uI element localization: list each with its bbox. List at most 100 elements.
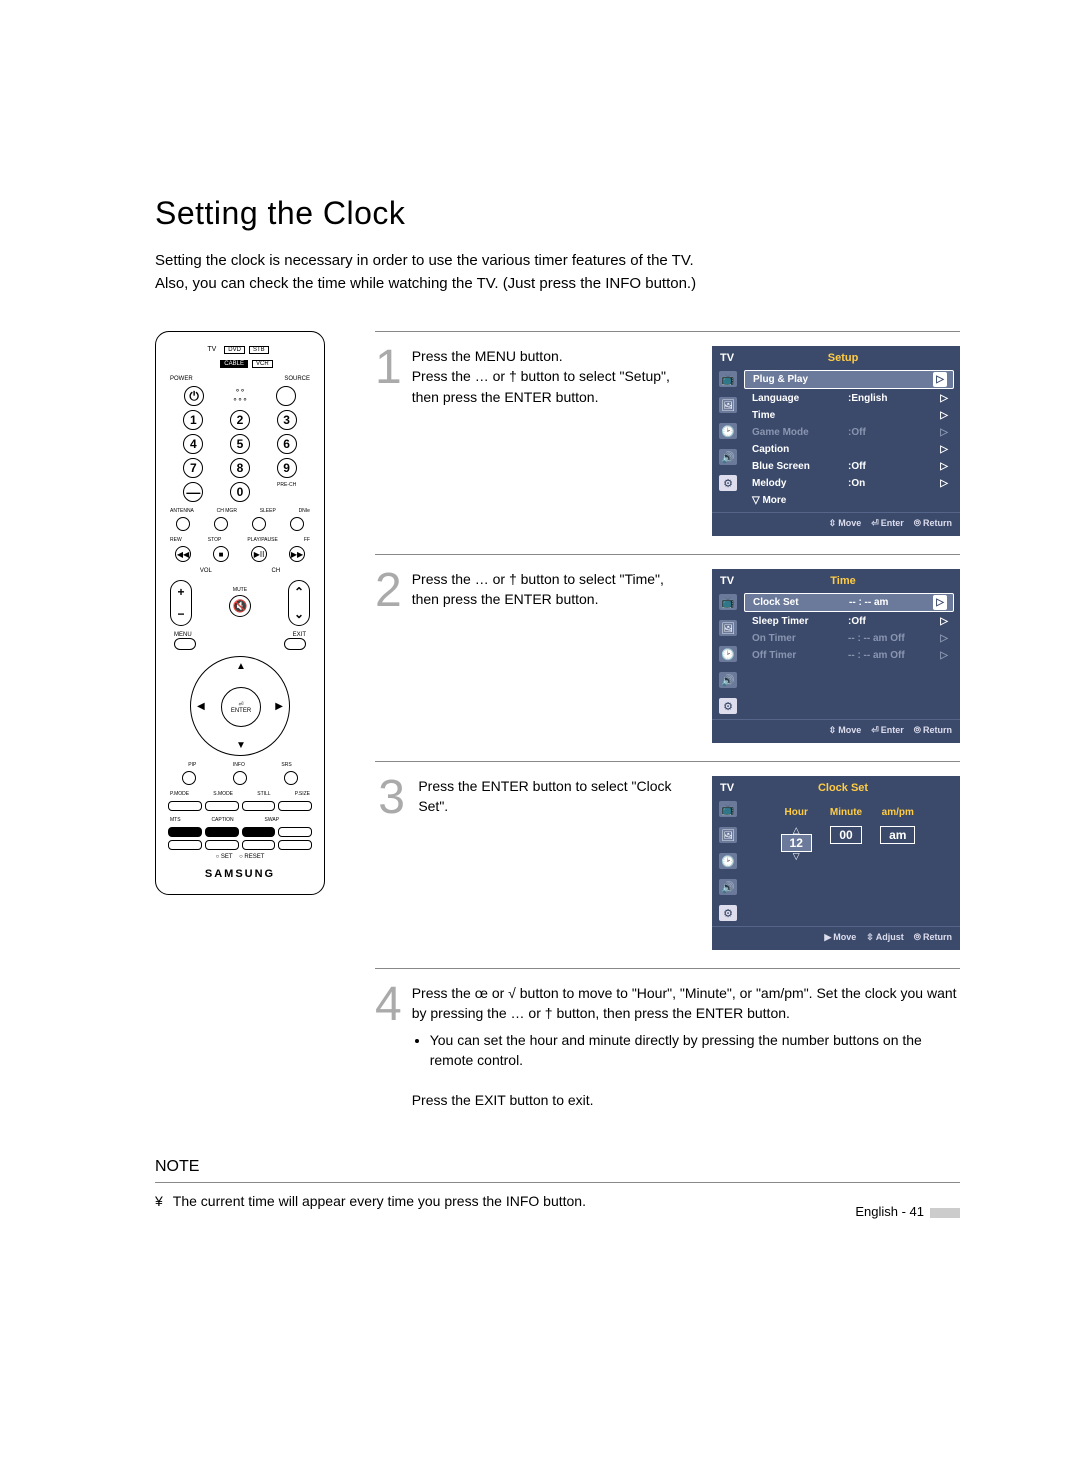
- vol-rocker[interactable]: +−: [170, 580, 192, 626]
- osd-row: Blue Screen :Off ▷: [744, 458, 954, 475]
- stop-button[interactable]: ■: [213, 546, 229, 562]
- rew-label: REW: [170, 537, 182, 543]
- osd-row-label: Blue Screen: [752, 459, 848, 474]
- osd-row-label: Time: [752, 408, 848, 423]
- caption-label: CAPTION: [211, 817, 233, 823]
- ff-label: FF: [304, 537, 310, 543]
- still-button[interactable]: [242, 801, 276, 811]
- note-body: ¥ The current time will appear every tim…: [155, 1182, 960, 1209]
- mts-button[interactable]: [168, 827, 202, 837]
- key-3[interactable]: 3: [277, 410, 297, 430]
- chup-button[interactable]: [278, 827, 312, 837]
- page-footer: English - 41: [855, 1204, 960, 1219]
- osd-tab-icon: ⚙: [719, 698, 737, 714]
- dev-vcr: VCR: [252, 360, 273, 368]
- key-4[interactable]: 4: [183, 434, 203, 454]
- key-6[interactable]: 6: [277, 434, 297, 454]
- enter-label: ENTER: [231, 708, 251, 714]
- remote-control: TV DVD STB CABLE VCR POWER SOURC: [155, 331, 325, 895]
- osd-row-label: Language: [752, 391, 848, 406]
- set-label: SET: [221, 854, 233, 860]
- osd-row-label: Clock Set: [753, 595, 849, 610]
- osd-tab-icon: 🖼: [719, 620, 737, 636]
- key-0[interactable]: 0: [230, 482, 250, 502]
- key-9[interactable]: 9: [277, 458, 297, 478]
- swap-button[interactable]: [242, 827, 276, 837]
- osd-tab-icon: 📺: [719, 594, 737, 610]
- step: 3 Press the ENTER button to select "Cloc…: [375, 761, 960, 968]
- osd-row-value: :Off: [848, 459, 934, 474]
- key-2[interactable]: 2: [230, 410, 250, 430]
- color3-button[interactable]: [242, 840, 276, 850]
- chdown-button[interactable]: [278, 840, 312, 850]
- clock-field: Minute 00: [830, 807, 862, 844]
- ch-rocker[interactable]: ⌃⌄: [288, 580, 310, 626]
- rew-button[interactable]: ◀◀: [175, 546, 191, 562]
- ff-button[interactable]: ▶▶: [289, 546, 305, 562]
- dev-cable: CABLE: [220, 360, 248, 368]
- ch-label: CH: [272, 568, 281, 574]
- osd-row-value: :English: [848, 391, 934, 406]
- chevron-right-icon: ▷: [934, 459, 948, 474]
- step-text: Press the … or † button to select "Time"…: [412, 569, 694, 610]
- osd-tab-icon: 🔊: [719, 449, 737, 465]
- info-button[interactable]: [233, 771, 247, 785]
- nav-ring[interactable]: ▲ ▼ ◀ ▶ ⏎ ENTER: [190, 656, 290, 756]
- chmgr-button[interactable]: [214, 517, 228, 531]
- chevron-right-icon: ▷: [934, 442, 948, 457]
- exit-button[interactable]: [284, 638, 306, 650]
- down-triangle-icon: ▽: [781, 852, 812, 860]
- sleep-button[interactable]: [252, 517, 266, 531]
- osd-panel: TV Time 📺🖼🕑🔊⚙ Clock Set -- : -- am ▷ Sle…: [712, 569, 960, 743]
- pip-label: PIP: [188, 762, 196, 768]
- osd-row: Game Mode :Off ▷: [744, 424, 954, 441]
- osd-row-label: Melody: [752, 476, 848, 491]
- osd-row-label: ▽ More: [752, 493, 848, 508]
- osd-tab-icon: ⚙: [719, 905, 737, 921]
- clock-field-header: Hour: [781, 807, 812, 818]
- osd-tab-icon: 🕑: [719, 646, 737, 662]
- key-1[interactable]: 1: [183, 410, 203, 430]
- srs-label: SRS: [281, 762, 291, 768]
- key-dash[interactable]: —: [183, 482, 203, 502]
- source-label: SOURCE: [284, 376, 310, 382]
- pmode-button[interactable]: [168, 801, 202, 811]
- srs-button[interactable]: [284, 771, 298, 785]
- mute-button[interactable]: 🔇: [229, 595, 251, 617]
- osd-row-value: -- : -- am Off: [848, 648, 934, 663]
- menu-button[interactable]: [174, 638, 196, 650]
- osd-row: Caption ▷: [744, 441, 954, 458]
- caption-button[interactable]: [205, 827, 239, 837]
- psize-button[interactable]: [278, 801, 312, 811]
- prech-label: PRE-CH: [277, 482, 297, 502]
- pip-button[interactable]: [182, 771, 196, 785]
- osd-title: Time: [734, 575, 952, 587]
- source-button[interactable]: [276, 386, 296, 406]
- psize-label: P.SIZE: [295, 791, 310, 797]
- color2-button[interactable]: [205, 840, 239, 850]
- color1-button[interactable]: [168, 840, 202, 850]
- pmode-label: P.MODE: [170, 791, 189, 797]
- enter-button[interactable]: ⏎ ENTER: [221, 687, 261, 727]
- osd-row-label: Sleep Timer: [752, 614, 848, 629]
- power-button[interactable]: ⏻: [184, 386, 204, 406]
- key-5[interactable]: 5: [230, 434, 250, 454]
- key-8[interactable]: 8: [230, 458, 250, 478]
- osd-panel: TV Setup 📺🖼🕑🔊⚙ Plug & Play ▷ Language :E…: [712, 346, 960, 536]
- smode-button[interactable]: [205, 801, 239, 811]
- tv-label: TV: [207, 344, 216, 370]
- key-7[interactable]: 7: [183, 458, 203, 478]
- play-button[interactable]: ▶II: [251, 546, 267, 562]
- clock-field-value: am: [880, 826, 915, 844]
- osd-row: Melody :On ▷: [744, 475, 954, 492]
- osd-row: ▽ More: [744, 492, 954, 509]
- dnie-button[interactable]: [290, 517, 304, 531]
- clock-field-header: Minute: [830, 807, 862, 818]
- info-label: INFO: [233, 762, 245, 768]
- osd-row: Off Timer -- : -- am Off ▷: [744, 647, 954, 664]
- mts-label: MTS: [170, 817, 181, 823]
- smode-label: S.MODE: [213, 791, 233, 797]
- page-number: English - 41: [855, 1204, 924, 1219]
- osd-footer-item: ⦾Return: [914, 725, 952, 736]
- antenna-button[interactable]: [176, 517, 190, 531]
